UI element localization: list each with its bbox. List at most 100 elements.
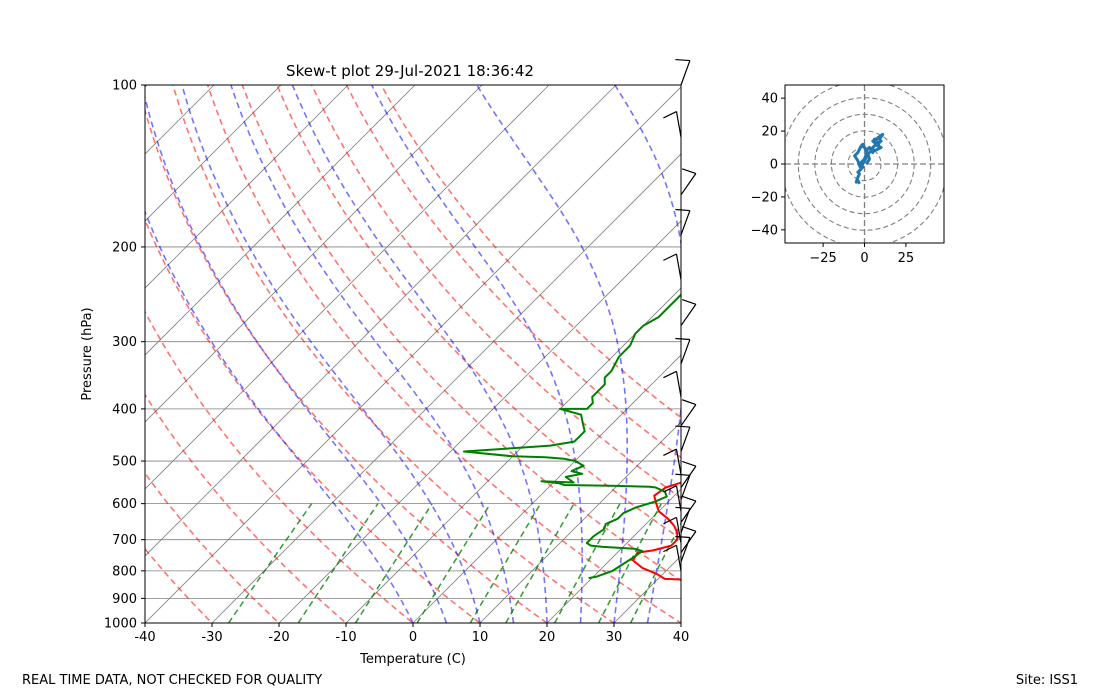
hodograph-ticks: −25 0 25 −40 −20 0 20 40 <box>751 92 915 266</box>
hodograph-plot: −25 0 25 −40 −20 0 20 40 <box>751 84 945 266</box>
wind-barb-flag <box>681 298 697 305</box>
wind-barb <box>675 253 682 280</box>
mixing-ratio-line <box>297 503 379 623</box>
y-tick-label: 400 <box>112 402 137 417</box>
hodograph-series <box>853 132 885 185</box>
quality-disclaimer: REAL TIME DATA, NOT CHECKED FOR QUALITY <box>22 673 323 688</box>
wind-barb-flag <box>675 535 690 539</box>
wind-barb <box>680 173 697 196</box>
dry-adiabat <box>145 218 482 623</box>
dry-adiabat <box>345 85 681 459</box>
wind-barb-flag <box>675 506 690 510</box>
x-tick-label: -10 <box>335 630 356 645</box>
hodograph-y-tick-label: −20 <box>751 190 778 205</box>
site-label: Site: ISS1 <box>1015 673 1078 688</box>
dry-adiabat <box>310 85 681 499</box>
x-tick-label: 10 <box>472 630 489 645</box>
skewt-grid <box>0 73 681 634</box>
wind-barb-flag <box>663 253 677 261</box>
skewt-series <box>462 293 681 581</box>
moist-adiabat <box>291 85 548 623</box>
moist-adiabat <box>476 85 628 623</box>
wind-barb <box>680 339 691 365</box>
x-tick-label: 30 <box>606 630 623 645</box>
hodograph-trace <box>853 132 885 185</box>
hodograph-x-tick-label: 25 <box>898 251 915 266</box>
wind-barb <box>675 485 682 512</box>
isotherm-20 <box>546 488 681 623</box>
wind-barb <box>680 475 691 500</box>
wind-barb-flag <box>663 516 677 525</box>
mixing-ratio-line <box>227 503 313 623</box>
isotherm--140 <box>0 73 25 634</box>
wind-barb-flag <box>663 544 677 553</box>
dry-adiabat <box>145 393 348 623</box>
hodograph-grid <box>785 85 944 243</box>
wind-barb-flag <box>681 168 697 175</box>
mixing-ratio-line <box>354 503 433 623</box>
wind-barb <box>680 404 697 427</box>
wind-barb-flag <box>681 526 697 532</box>
wind-barb <box>675 517 682 544</box>
wind-barb-flag <box>675 58 690 62</box>
wind-barb-flag <box>663 448 677 456</box>
hodograph-y-tick-label: 40 <box>761 92 778 107</box>
y-tick-label: 800 <box>112 564 137 579</box>
mixing-ratio-line <box>416 503 492 623</box>
isotherm--40 <box>145 86 681 623</box>
skewt-plot: -40 -30 -20 -10 0 10 20 30 40 100 200 300 400 500 600 7… <box>0 58 697 667</box>
dry-adiabat <box>172 85 616 623</box>
wind-barb-flag <box>681 399 697 406</box>
wind-barb <box>675 111 682 138</box>
x-tick-label: -20 <box>268 630 289 645</box>
isotherm--10 <box>345 287 681 623</box>
wind-barb-flag <box>663 370 677 379</box>
wind-barb <box>680 303 697 326</box>
wind-barb <box>680 537 691 563</box>
temperature-profile <box>632 481 681 581</box>
y-tick-label: 1000 <box>104 617 137 632</box>
moist-adiabat <box>230 85 515 623</box>
x-tick-label: -30 <box>201 630 222 645</box>
hodograph-x-tick-label: −25 <box>809 251 836 266</box>
wind-barb-flag <box>663 110 677 119</box>
moist-adiabat <box>614 85 681 623</box>
x-tick-label: -40 <box>134 630 155 645</box>
dry-adiabat <box>145 310 415 623</box>
wind-barb <box>680 508 691 534</box>
x-tick-label: 40 <box>673 630 690 645</box>
dry-adiabat <box>206 85 681 623</box>
skewt-ticks: -40 -30 -20 -10 0 10 20 30 40 100 200 300 400 500 600 7… <box>104 79 689 646</box>
x-axis-label: Temperature (C) <box>359 652 466 667</box>
wind-barb-flag <box>681 495 697 502</box>
wind-barb <box>680 426 691 452</box>
wind-barb <box>680 60 691 86</box>
wind-barb <box>680 210 691 236</box>
hodograph-y-tick-label: 0 <box>770 158 778 173</box>
isotherm--130 <box>0 73 92 634</box>
dry-adiabat <box>145 471 281 623</box>
hodograph-y-tick-label: 20 <box>761 125 778 140</box>
isotherm--100 <box>145 85 282 222</box>
y-tick-label: 500 <box>112 455 137 470</box>
y-tick-label: 900 <box>112 592 137 607</box>
wind-barbs <box>663 58 697 571</box>
isotherm--50 <box>145 85 617 557</box>
wind-barb <box>675 448 682 475</box>
isotherm--60 <box>145 85 550 490</box>
mixing-ratio-line <box>469 503 542 623</box>
wind-barb-flag <box>681 460 697 467</box>
isotherm--80 <box>145 85 416 356</box>
wind-barb <box>675 371 682 398</box>
dewpoint-profile <box>462 293 681 580</box>
moist-adiabat <box>145 209 414 623</box>
skewt-title: Skew-t plot 29-Jul-2021 18:36:42 <box>286 62 534 80</box>
wind-barb <box>675 545 682 571</box>
moist-adiabat <box>181 85 481 623</box>
wind-barb-flag <box>675 208 690 212</box>
y-tick-label: 600 <box>112 497 137 512</box>
isotherm--70 <box>145 85 483 423</box>
dry-adiabat <box>145 107 549 623</box>
y-tick-label: 700 <box>112 533 137 548</box>
